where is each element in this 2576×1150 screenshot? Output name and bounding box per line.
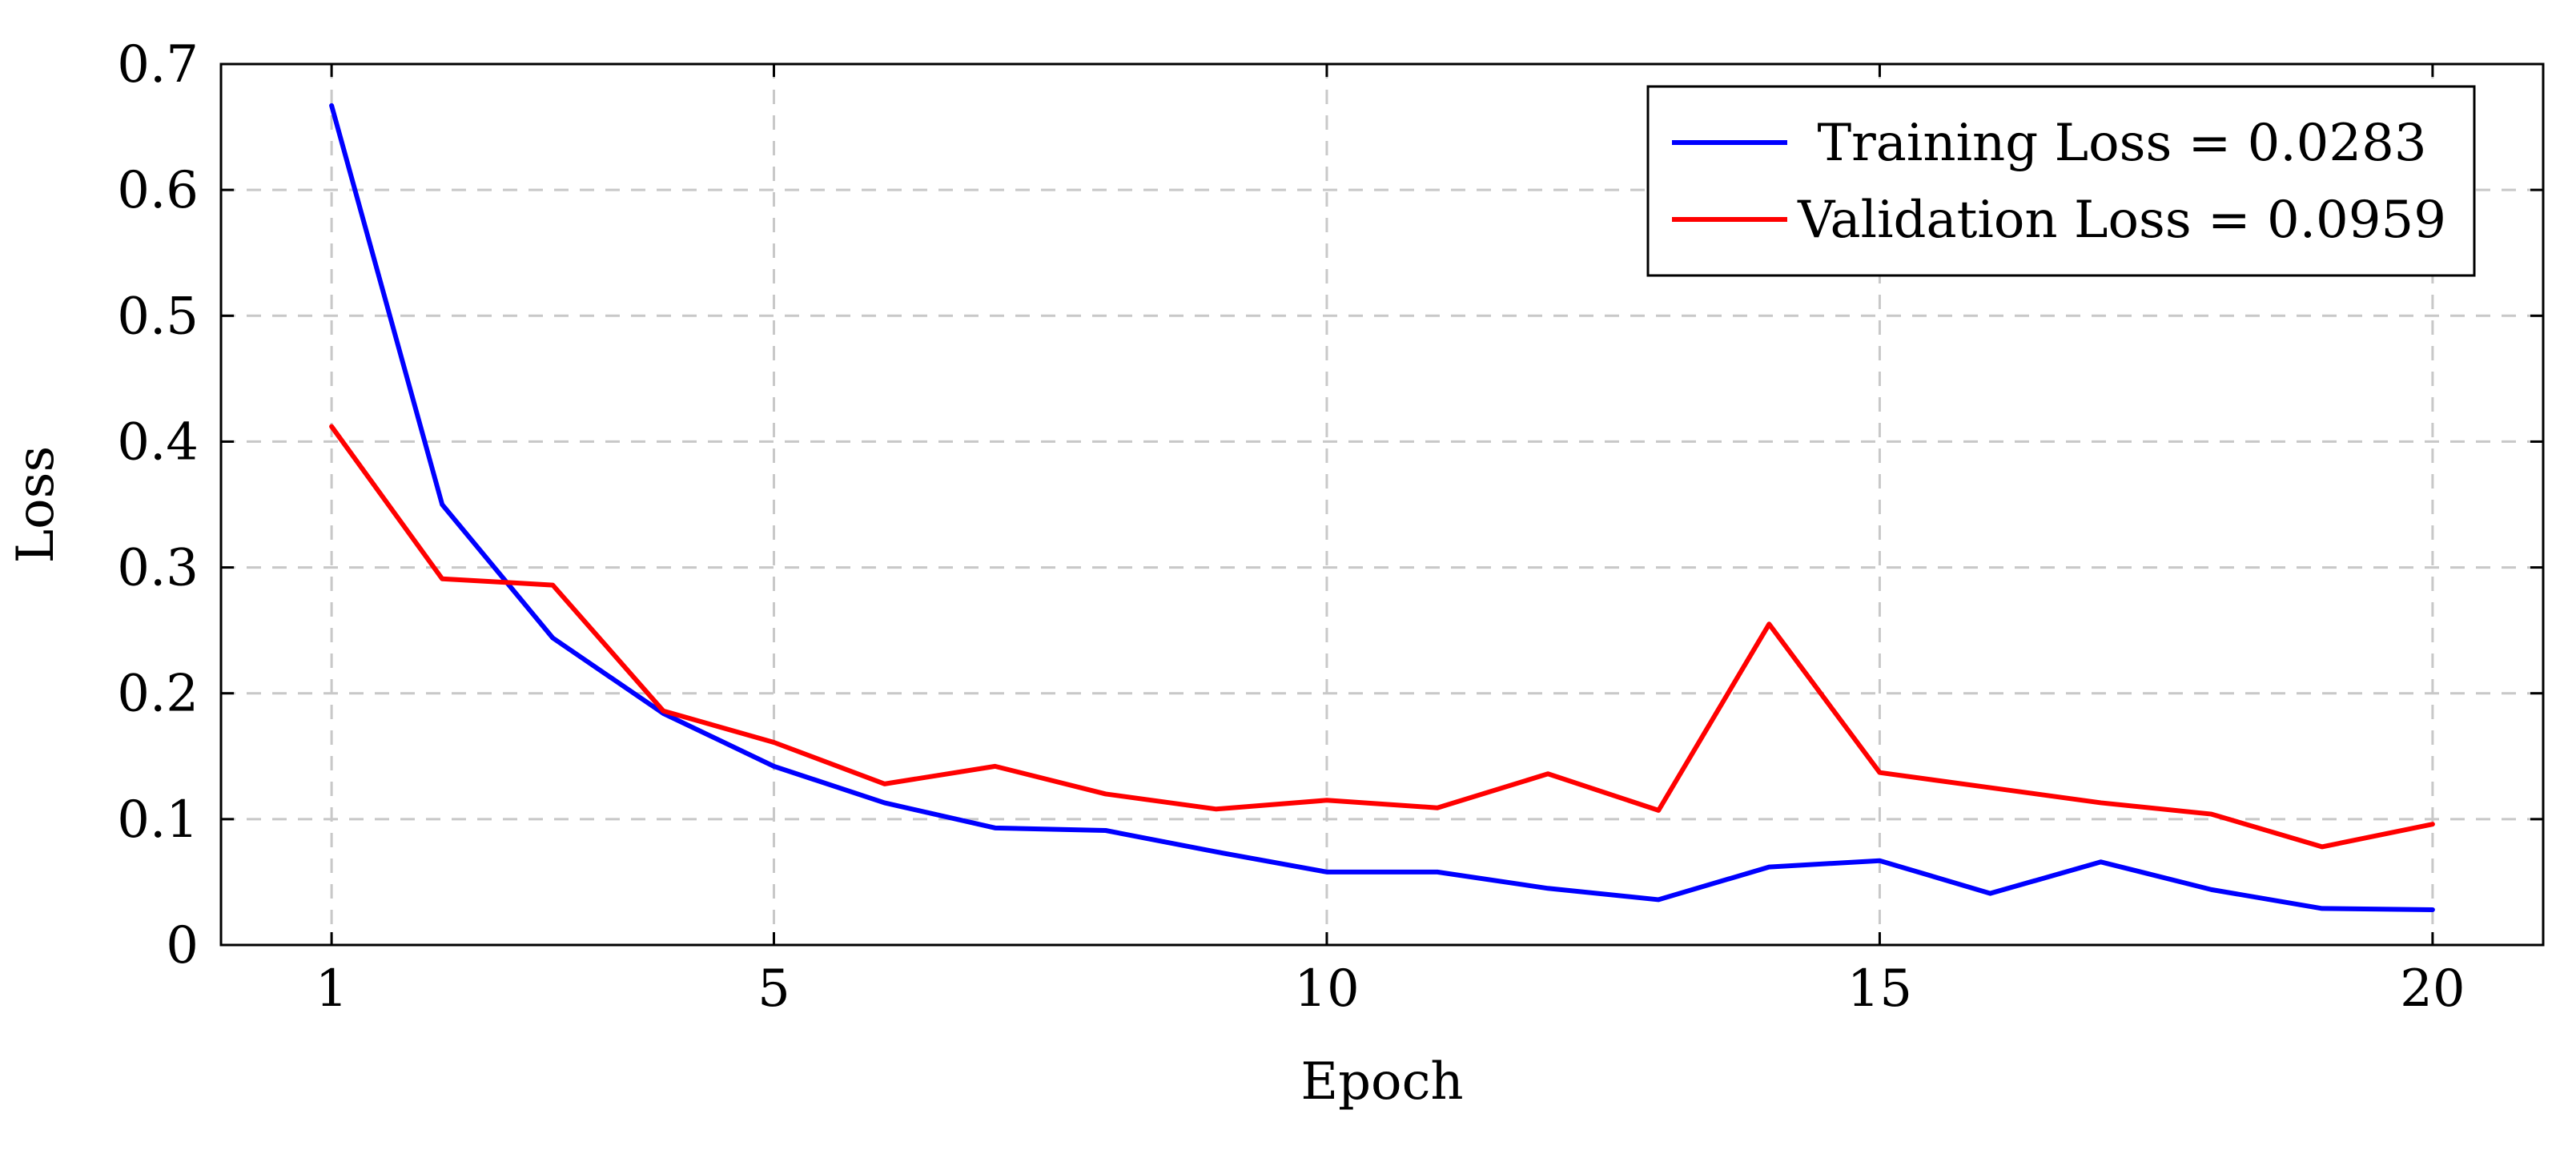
y-tick-label: 0: [166, 916, 199, 975]
y-tick-label: 0.7: [117, 35, 199, 94]
x-tick-label: 5: [758, 959, 790, 1019]
y-tick-label: 0.5: [117, 287, 199, 346]
x-tick-label: 20: [2400, 959, 2465, 1019]
x-tick-label: 10: [1294, 959, 1359, 1019]
y-tick-label: 0.3: [117, 539, 199, 598]
series-lines: [329, 103, 2435, 912]
x-tick-label: 1: [315, 959, 348, 1019]
grid-lines: [221, 64, 2543, 945]
validation-loss-line: [329, 424, 2435, 850]
training-loss-line: [329, 103, 2435, 912]
x-axis-label: Epoch: [1300, 1052, 1463, 1112]
y-tick-label: 0.1: [117, 790, 199, 850]
legend-label-training: Training Loss = 0.0283: [1817, 114, 2426, 173]
legend-label-validation: Validation Loss = 0.0959: [1797, 191, 2446, 250]
y-tick-label: 0.4: [117, 412, 199, 472]
y-axis-label: Loss: [6, 446, 66, 564]
y-tick-label: 0.6: [117, 161, 199, 220]
y-tick-label: 0.2: [117, 665, 199, 724]
legend: Training Loss = 0.0283 Validation Loss =…: [1646, 85, 2476, 277]
legend-box: [1646, 85, 2476, 277]
plot-frame: [219, 62, 2545, 947]
x-tick-label: 15: [1847, 959, 1912, 1019]
